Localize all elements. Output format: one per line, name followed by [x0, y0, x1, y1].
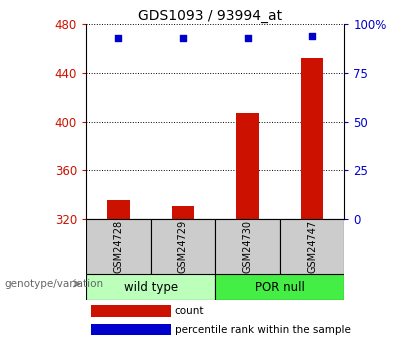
Bar [280, 219, 344, 274]
Text: genotype/variation: genotype/variation [4, 279, 103, 289]
Bar [215, 219, 280, 274]
Bar [301, 58, 323, 219]
Text: count: count [175, 306, 204, 316]
Text: GSM24747: GSM24747 [307, 220, 317, 273]
Bar [236, 113, 259, 219]
Point [309, 33, 315, 39]
Point [244, 35, 251, 41]
Text: GDS1093 / 93994_at: GDS1093 / 93994_at [138, 9, 282, 23]
Bar [107, 199, 130, 219]
Bar [172, 206, 194, 219]
Text: percentile rank within the sample: percentile rank within the sample [175, 325, 350, 335]
Point [115, 35, 122, 41]
Bar [151, 219, 215, 274]
Bar [91, 305, 171, 317]
Text: GSM24728: GSM24728 [113, 220, 123, 273]
Text: wild type: wild type [123, 281, 178, 294]
Text: GSM24730: GSM24730 [242, 220, 252, 273]
Text: GSM24729: GSM24729 [178, 220, 188, 273]
Bar [86, 274, 215, 300]
Point [180, 35, 186, 41]
Text: POR null: POR null [255, 281, 305, 294]
Bar [86, 219, 151, 274]
Bar [91, 324, 171, 335]
Bar [215, 274, 344, 300]
